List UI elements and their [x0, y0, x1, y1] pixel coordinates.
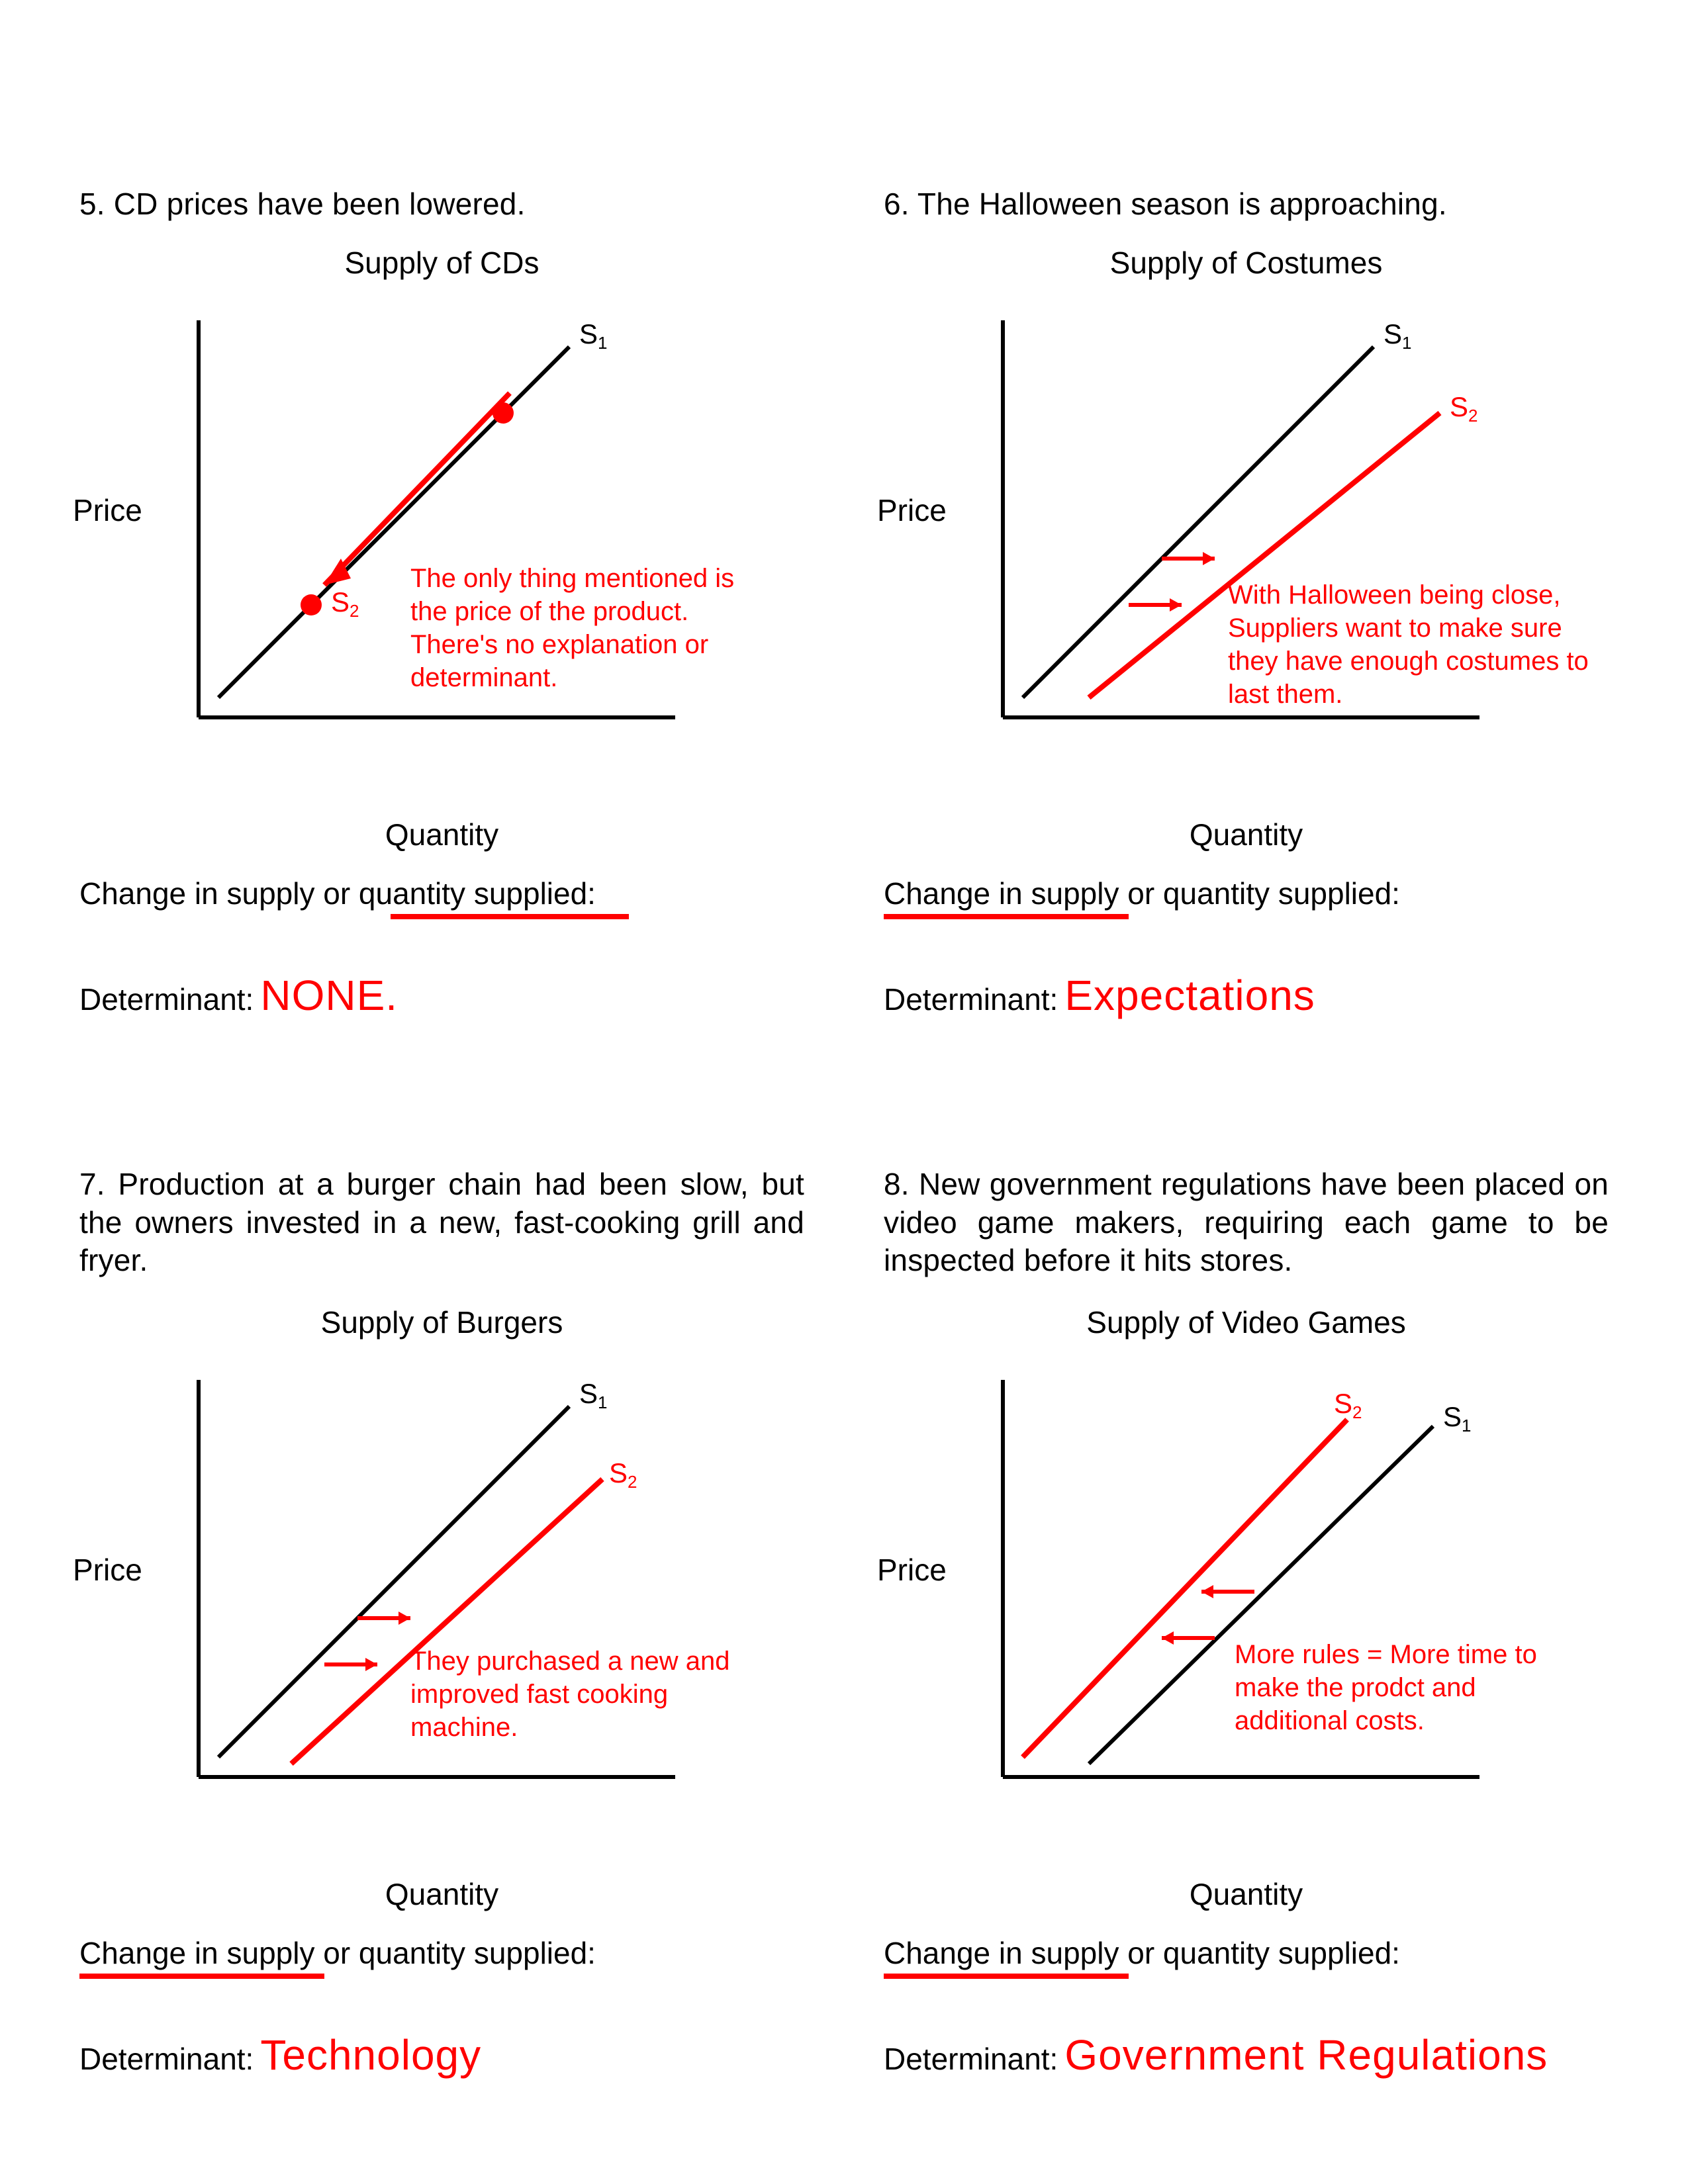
- svg-text:S1: S1: [579, 318, 607, 353]
- x-axis-label: Quantity: [884, 817, 1609, 852]
- panel-5: 5. CD prices have been lowered. Supply o…: [79, 185, 804, 1020]
- prompt-text: 7. Production at a burger chain had been…: [79, 1165, 804, 1285]
- worksheet-page: 5. CD prices have been lowered. Supply o…: [0, 0, 1688, 2184]
- prompt-body: Production at a burger chain had been sl…: [79, 1167, 804, 1277]
- svg-text:S1: S1: [1443, 1401, 1471, 1435]
- chart-title: Supply of CDs: [79, 245, 804, 281]
- determinant-label: Determinant:: [79, 981, 254, 1017]
- prompt-body: CD prices have been lowered.: [114, 187, 526, 221]
- annotation-text: They purchased a new and improved fast c…: [410, 1645, 768, 1744]
- panel-8: 8. New government regulations have been …: [884, 1165, 1609, 2079]
- prompt-body: New government regulations have been pla…: [884, 1167, 1609, 1277]
- x-axis-label: Quantity: [79, 817, 804, 852]
- panel-grid: 5. CD prices have been lowered. Supply o…: [79, 185, 1609, 2079]
- underline-supply: [884, 1974, 1129, 1979]
- determinant-answer: Technology: [260, 2030, 481, 2079]
- change-label: Change in supply or quantity supplied:: [79, 876, 596, 911]
- prompt-text: 5. CD prices have been lowered.: [79, 185, 804, 225]
- x-axis-label: Quantity: [79, 1876, 804, 1912]
- svg-text:S2: S2: [331, 586, 359, 621]
- supply-chart-svg: S1 S2: [79, 1353, 741, 1830]
- change-line: Change in supply or quantity supplied:: [884, 876, 1609, 911]
- prompt-text: 6. The Halloween season is approaching.: [884, 185, 1609, 225]
- panel-7: 7. Production at a burger chain had been…: [79, 1165, 804, 2079]
- panel-6: 6. The Halloween season is approaching. …: [884, 185, 1609, 1020]
- determinant-line: Determinant: NONE.: [79, 971, 804, 1020]
- chart-title: Supply of Video Games: [884, 1304, 1609, 1340]
- change-line: Change in supply or quantity supplied:: [79, 1935, 804, 1971]
- chart-title: Supply of Burgers: [79, 1304, 804, 1340]
- change-line: Change in supply or quantity supplied:: [884, 1935, 1609, 1971]
- change-label: Change in supply or quantity supplied:: [884, 1936, 1400, 1970]
- underline-quantity-supplied: [391, 914, 629, 919]
- svg-text:S2: S2: [609, 1457, 637, 1492]
- prompt-body: The Halloween season is approaching.: [917, 187, 1447, 221]
- annotation-text: The only thing mentioned is the price of…: [410, 562, 755, 694]
- y-axis-label: Price: [73, 1552, 142, 1588]
- supply-chart-svg: S1 S2: [79, 294, 741, 770]
- prompt-number: 8.: [884, 1167, 910, 1201]
- determinant-line: Determinant: Expectations: [884, 971, 1609, 1020]
- change-line: Change in supply or quantity supplied:: [79, 876, 804, 911]
- x-axis-label: Quantity: [884, 1876, 1609, 1912]
- supply-chart-svg: S1 S2: [884, 1353, 1546, 1830]
- underline-supply: [79, 1974, 324, 1979]
- svg-text:S1: S1: [1383, 318, 1411, 353]
- change-label: Change in supply or quantity supplied:: [79, 1936, 596, 1970]
- chart-wrap: Price S1 S2 With Halloween being: [884, 294, 1609, 797]
- y-axis-label: Price: [877, 492, 947, 528]
- prompt-number: 6.: [884, 187, 910, 221]
- chart-title: Supply of Costumes: [884, 245, 1609, 281]
- svg-text:S2: S2: [1450, 391, 1477, 426]
- prompt-number: 7.: [79, 1167, 105, 1201]
- svg-text:S1: S1: [579, 1378, 607, 1412]
- prompt-number: 5.: [79, 187, 105, 221]
- chart-wrap: Price S1 S2 They purchased a new: [79, 1353, 804, 1856]
- svg-text:S2: S2: [1334, 1388, 1362, 1422]
- determinant-label: Determinant:: [884, 981, 1058, 1017]
- annotation-text: With Halloween being close, Suppliers wa…: [1228, 578, 1599, 711]
- determinant-line: Determinant: Government Regulations: [884, 2030, 1609, 2079]
- chart-wrap: Price S1 S2 The only thing mentio: [79, 294, 804, 797]
- determinant-answer: NONE.: [260, 971, 398, 1020]
- determinant-label: Determinant:: [79, 2041, 254, 2077]
- annotation-text: More rules = More time to make the prodc…: [1235, 1638, 1579, 1737]
- y-axis-label: Price: [73, 492, 142, 528]
- chart-wrap: Price S1 S2 More rules = More tim: [884, 1353, 1609, 1856]
- determinant-answer: Government Regulations: [1064, 2030, 1548, 2079]
- y-axis-label: Price: [877, 1552, 947, 1588]
- determinant-answer: Expectations: [1064, 971, 1315, 1020]
- determinant-label: Determinant:: [884, 2041, 1058, 2077]
- prompt-text: 8. New government regulations have been …: [884, 1165, 1609, 1285]
- change-label: Change in supply or quantity supplied:: [884, 876, 1400, 911]
- determinant-line: Determinant: Technology: [79, 2030, 804, 2079]
- underline-supply: [884, 914, 1129, 919]
